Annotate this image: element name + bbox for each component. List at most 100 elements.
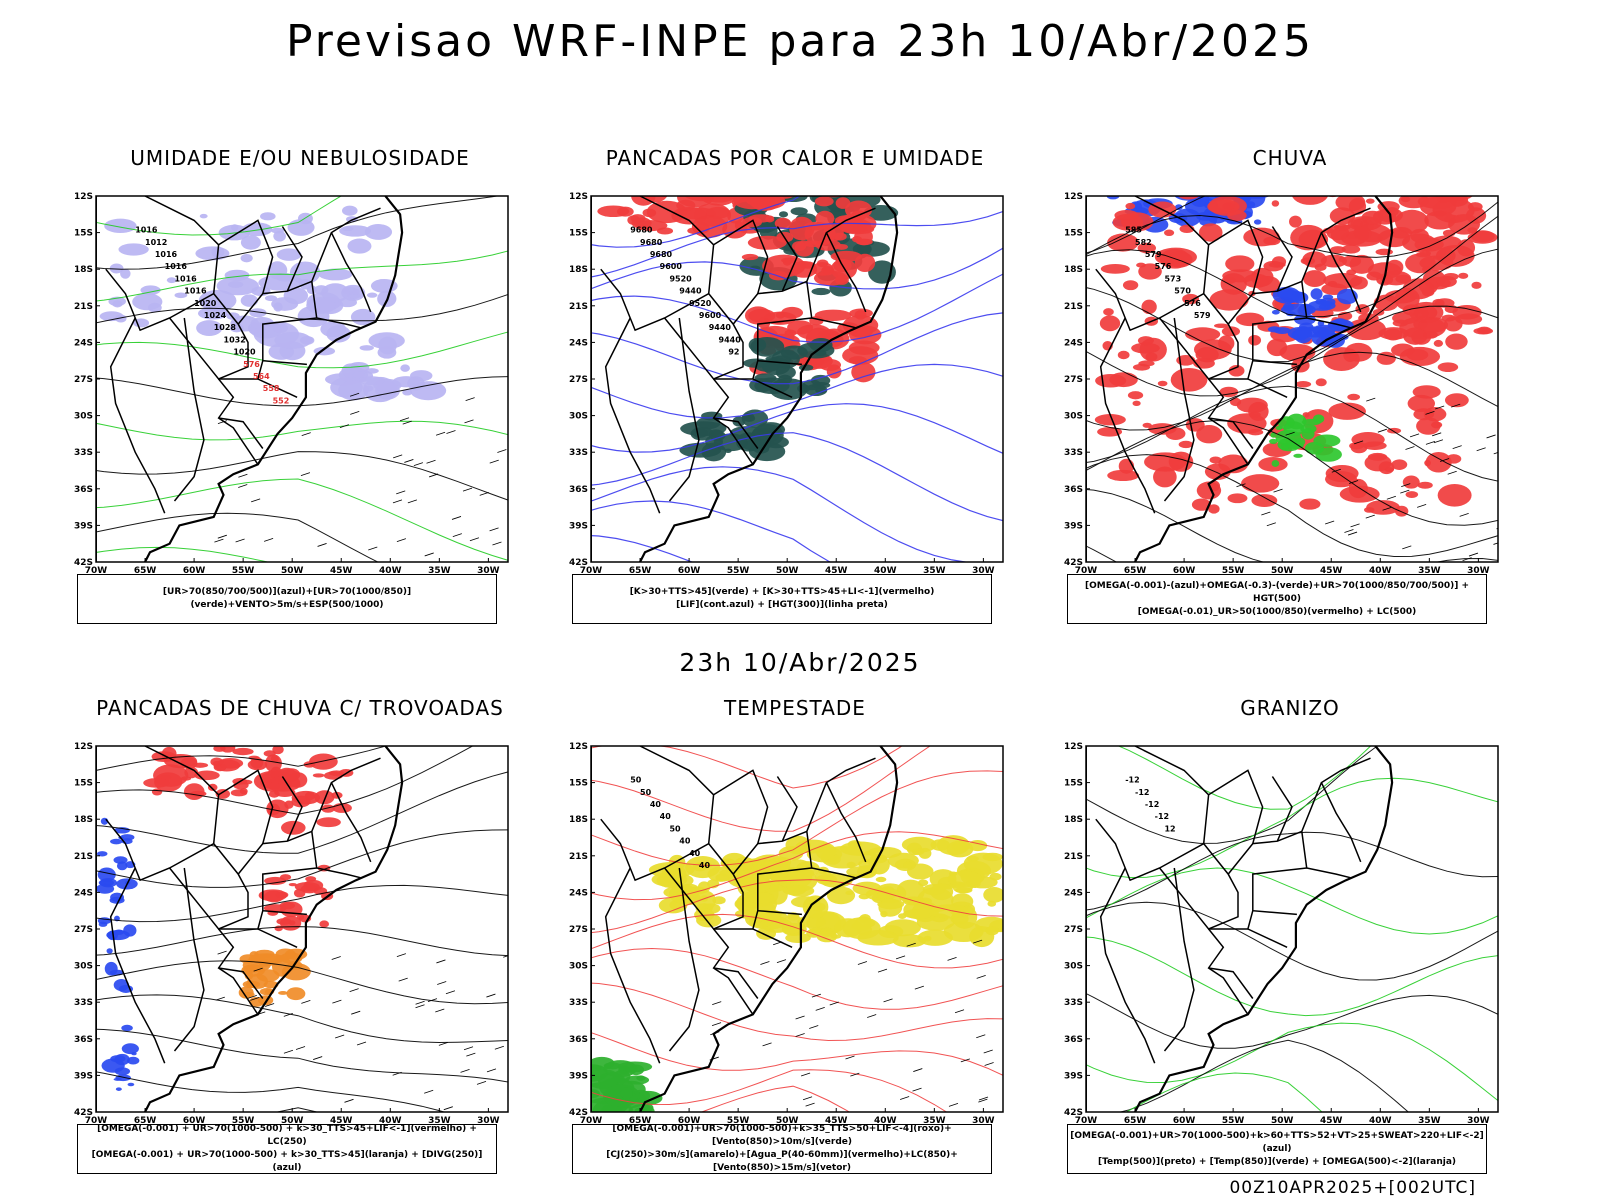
lon-tick-label: 55W: [1222, 566, 1245, 576]
fill-patch: [858, 893, 870, 900]
legend-line: [OMEGA(-0.001)-(azul)+OMEGA(-0.3)-(verde…: [1084, 580, 1470, 604]
contour-line: [591, 312, 1003, 385]
lat-tick-label: 27S: [74, 925, 93, 935]
wind-vector: [446, 430, 456, 434]
fill-patch: [1114, 209, 1139, 221]
fill-patch: [232, 747, 254, 756]
fill-patch: [1437, 362, 1459, 372]
wind-vector: [489, 527, 499, 532]
lat-tick-label: 15S: [569, 229, 588, 239]
fill-patch: [1253, 219, 1262, 225]
lat-tick-label: 18S: [569, 265, 588, 275]
fill-patch: [1320, 254, 1348, 268]
fill-patch: [250, 317, 275, 330]
legend-line: [Temp(500)](preto) + [Temp(850)](verde) …: [1097, 1156, 1457, 1167]
wind-vector: [301, 999, 311, 1004]
fill-patch: [845, 890, 854, 895]
wind-vector: [850, 1072, 860, 1077]
fill-patch: [1366, 500, 1400, 515]
contour-line: [1125, 1072, 1323, 1112]
wind-vector: [1452, 445, 1462, 449]
lat-tick-label: 30S: [1064, 962, 1083, 972]
wind-vector: [332, 999, 342, 1004]
legend-line: [OMEGA(-0.001)+UR>70(1000-500)+k>60+TTS>…: [1070, 1130, 1484, 1154]
wind-vector: [497, 449, 507, 453]
fill-patch: [1296, 437, 1306, 446]
contour-line: [96, 960, 508, 1005]
fill-patch: [930, 883, 954, 901]
wind-vector: [247, 995, 257, 999]
lat-tick-label: 18S: [1064, 265, 1083, 275]
contour-label: 579: [1145, 250, 1162, 259]
wind-vector: [809, 1025, 819, 1029]
fill-patch: [1315, 447, 1342, 462]
contour-line: [591, 947, 1003, 1010]
wind-vector: [251, 498, 261, 503]
country-border: [330, 782, 372, 863]
fill-patch: [852, 881, 882, 896]
fill-patch: [1163, 229, 1175, 237]
contour-label: 576: [243, 360, 260, 369]
wind-vector: [811, 993, 822, 998]
contour-line: [591, 466, 970, 562]
contour-label: 1016: [184, 287, 207, 296]
lon-tick-label: 50W: [281, 566, 304, 576]
lat-tick-label: 12S: [569, 192, 588, 202]
lat-tick-label: 21S: [569, 302, 588, 312]
contour-line: [96, 994, 508, 1044]
fill-patch: [1266, 338, 1288, 357]
wind-vector: [424, 552, 434, 557]
fill-patch: [364, 368, 379, 374]
fill-patch: [1157, 380, 1168, 387]
lat-tick-label: 18S: [1064, 815, 1083, 825]
country-border: [218, 417, 264, 449]
fill-patch: [1298, 229, 1329, 250]
country-border: [806, 281, 857, 329]
wind-vector: [947, 956, 957, 961]
fill-patch: [366, 292, 378, 298]
fill-patch: [1178, 176, 1222, 186]
fill-patch: [126, 1056, 140, 1065]
country-border: [1271, 776, 1293, 842]
contour-line: [1086, 1022, 1498, 1102]
wind-vector: [976, 974, 986, 979]
panel-granizo: GRANIZO -12 -12 -12 -12 12 12S 15S 18S 21S 24S 27S…: [1040, 696, 1540, 1176]
lon-tick-label: 60W: [183, 566, 206, 576]
country-border: [1163, 867, 1195, 1052]
wind-vector: [317, 543, 327, 547]
fill-patch: [140, 285, 161, 295]
fill-patch: [842, 917, 881, 940]
wind-vector: [1366, 397, 1376, 402]
contour-label: 92: [728, 348, 739, 357]
fill-patch: [127, 1082, 135, 1087]
map-granizo: -12 -12 -12 -12 12 12S 15S 18S 21S 24S 27S 30S 33S 36…: [1064, 742, 1499, 1126]
country-border: [713, 219, 769, 294]
fill-patch: [392, 376, 420, 388]
wind-vector: [948, 1102, 959, 1107]
lon-tick-label: 65W: [629, 566, 652, 576]
contour-line: [96, 512, 379, 562]
wind-vector: [399, 417, 410, 422]
fill-patch: [1209, 456, 1222, 464]
fill-patch: [96, 851, 108, 857]
fill-patch: [631, 217, 652, 229]
wind-vector: [1493, 452, 1498, 455]
fill-patch: [118, 243, 149, 256]
fill-patch: [1452, 304, 1482, 320]
wind-vector: [492, 541, 502, 546]
contour-label: 558: [263, 384, 280, 393]
contour-label: 40: [679, 837, 691, 846]
contour-line: [700, 1085, 851, 1112]
lat-tick-label: 18S: [569, 815, 588, 825]
wind-vector: [1344, 529, 1354, 533]
fill-patch: [1191, 189, 1197, 194]
contour-line: [96, 376, 508, 407]
fill-patch: [1153, 466, 1177, 488]
fill-patch: [271, 956, 293, 977]
fill-patch: [114, 1067, 131, 1076]
fill-patch: [1132, 400, 1141, 407]
lat-tick-label: 21S: [74, 302, 93, 312]
fill-patch: [819, 359, 842, 371]
country-border: [1208, 219, 1264, 294]
lon-tick-label: 50W: [1271, 566, 1294, 576]
